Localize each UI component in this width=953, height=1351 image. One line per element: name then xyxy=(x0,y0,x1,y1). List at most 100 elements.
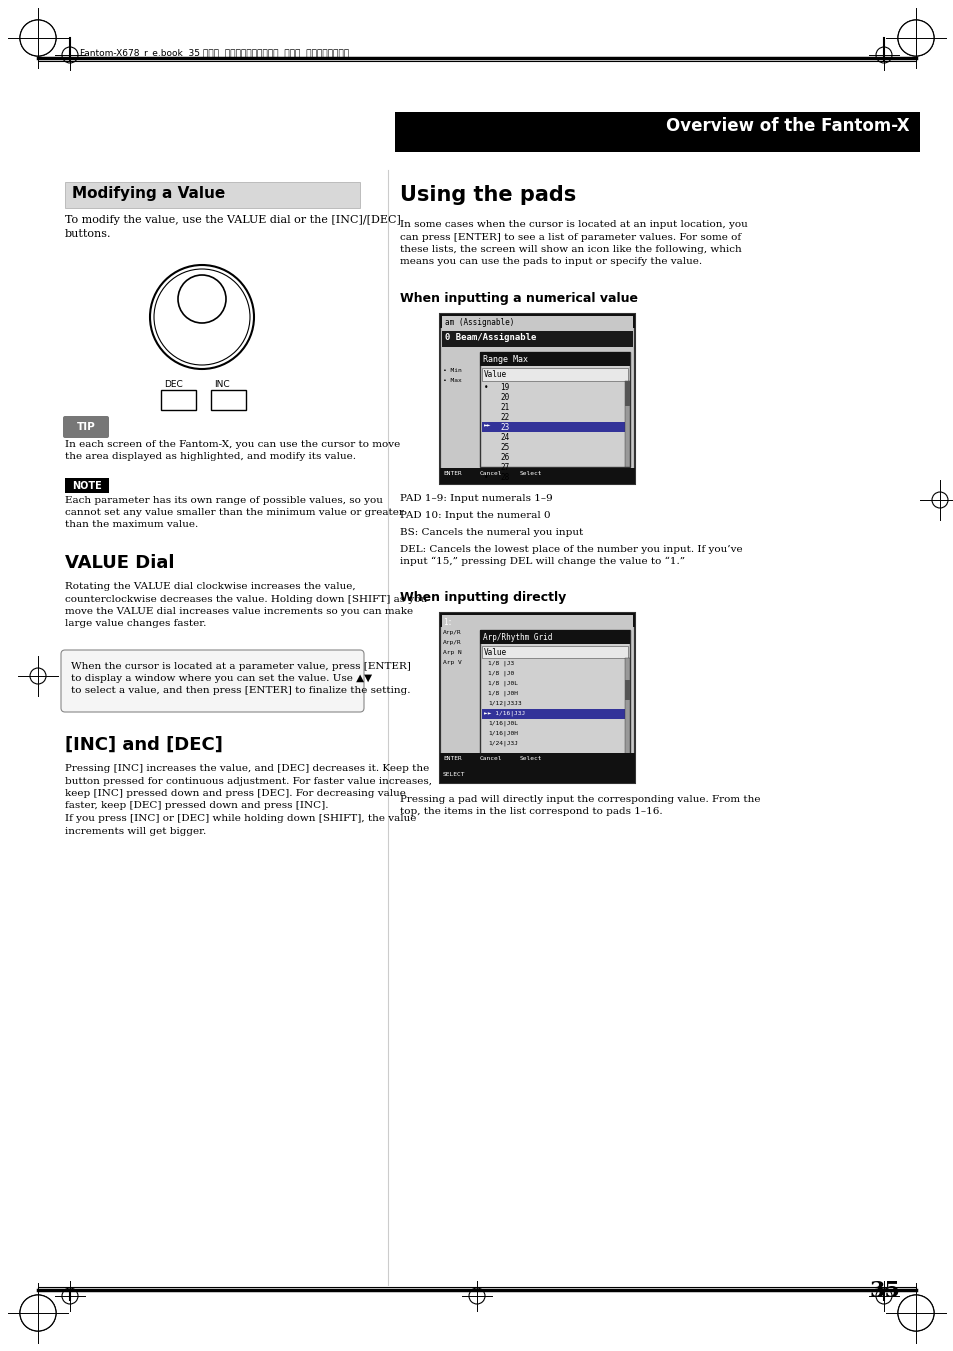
Text: 1/16|J0L: 1/16|J0L xyxy=(488,720,517,725)
Text: Select: Select xyxy=(519,757,542,761)
Bar xyxy=(395,112,919,153)
Text: •: • xyxy=(483,382,488,392)
Bar xyxy=(439,613,635,784)
FancyBboxPatch shape xyxy=(61,650,364,712)
Bar xyxy=(481,646,627,658)
Bar xyxy=(624,381,629,407)
Text: 27: 27 xyxy=(499,463,509,471)
Text: When inputting a numerical value: When inputting a numerical value xyxy=(399,292,638,305)
Circle shape xyxy=(30,667,46,684)
Text: Arp/R: Arp/R xyxy=(442,630,461,635)
Bar xyxy=(439,753,635,769)
Text: Arp N: Arp N xyxy=(442,650,461,655)
Bar xyxy=(439,467,635,484)
Text: DEL: Cancels the lowest place of the number you input. If you’ve
input “15,” pre: DEL: Cancels the lowest place of the num… xyxy=(399,544,741,566)
Text: PAD 10: Input the numeral 0: PAD 10: Input the numeral 0 xyxy=(399,511,550,520)
Text: TIP: TIP xyxy=(76,422,95,432)
Bar xyxy=(65,478,109,493)
Text: Value: Value xyxy=(483,370,507,380)
Text: ENTER: ENTER xyxy=(442,757,461,761)
Bar xyxy=(479,630,629,765)
Bar xyxy=(481,367,627,381)
Text: 1/8 |J3: 1/8 |J3 xyxy=(488,661,514,666)
Bar xyxy=(439,313,635,484)
Text: 1/8 |J0H: 1/8 |J0H xyxy=(488,690,517,696)
Bar xyxy=(441,615,633,781)
Text: When the cursor is located at a parameter value, press [ENTER]
to display a wind: When the cursor is located at a paramete… xyxy=(71,662,411,694)
Bar xyxy=(211,390,246,409)
Bar xyxy=(439,769,635,784)
Text: •: • xyxy=(483,473,488,482)
Circle shape xyxy=(931,492,947,508)
Text: 23: 23 xyxy=(499,423,509,432)
Text: Using the pads: Using the pads xyxy=(399,185,576,205)
Circle shape xyxy=(20,20,56,55)
Bar xyxy=(624,381,629,467)
Bar xyxy=(624,658,629,765)
Text: 1/12|J3J3: 1/12|J3J3 xyxy=(488,700,521,705)
Text: ENTER: ENTER xyxy=(442,471,461,476)
Text: NOTE: NOTE xyxy=(72,481,102,490)
Bar xyxy=(439,613,635,627)
Circle shape xyxy=(897,20,933,55)
Text: 22: 22 xyxy=(499,413,509,422)
Text: BS: Cancels the numeral you input: BS: Cancels the numeral you input xyxy=(399,528,582,536)
Text: 1/8 |J0: 1/8 |J0 xyxy=(488,670,514,676)
Text: SELECT: SELECT xyxy=(442,771,465,777)
Text: 24: 24 xyxy=(499,434,509,442)
Text: Rotating the VALUE dial clockwise increases the value,
counterclockwise decrease: Rotating the VALUE dial clockwise increa… xyxy=(65,582,427,628)
Text: ►► 1/16|J3J: ►► 1/16|J3J xyxy=(483,711,525,716)
Bar xyxy=(479,353,629,467)
Bar xyxy=(624,680,629,700)
Bar xyxy=(479,630,629,644)
Text: VALUE Dial: VALUE Dial xyxy=(65,554,174,571)
Text: 28: 28 xyxy=(499,473,509,482)
Text: Arp V: Arp V xyxy=(442,661,461,665)
Text: In each screen of the Fantom-X, you can use the cursor to move
the area displaye: In each screen of the Fantom-X, you can … xyxy=(65,440,400,461)
Text: Value: Value xyxy=(483,648,507,657)
Text: 1/8 |J0L: 1/8 |J0L xyxy=(488,680,517,685)
Text: 1/16|J0H: 1/16|J0H xyxy=(488,730,517,735)
Text: Arp/R: Arp/R xyxy=(442,640,461,644)
Circle shape xyxy=(897,1296,933,1331)
Text: Cancel: Cancel xyxy=(479,757,502,761)
Text: Fantom-X678_r_e.book  35 ページ  ２００７年３月２０日  火曜日  午前１０時２０分: Fantom-X678_r_e.book 35 ページ ２００７年３月２０日 火… xyxy=(80,49,349,57)
Text: 26: 26 xyxy=(499,453,509,462)
Circle shape xyxy=(897,20,933,55)
Text: PAD 1–9: Input numerals 1–9: PAD 1–9: Input numerals 1–9 xyxy=(399,494,552,503)
Circle shape xyxy=(153,269,250,365)
Text: Range Max: Range Max xyxy=(482,355,527,363)
Bar xyxy=(65,182,359,208)
Circle shape xyxy=(20,20,56,55)
Text: DEC: DEC xyxy=(164,380,183,389)
Text: When inputting directly: When inputting directly xyxy=(399,590,566,604)
Text: Arp/Rhythm Grid: Arp/Rhythm Grid xyxy=(482,634,552,642)
Text: 1:: 1: xyxy=(442,617,452,627)
Bar xyxy=(479,353,629,366)
Text: Modifying a Value: Modifying a Value xyxy=(71,186,225,201)
FancyBboxPatch shape xyxy=(63,416,109,438)
Text: Cancel: Cancel xyxy=(479,471,502,476)
Text: Select: Select xyxy=(519,471,542,476)
Bar xyxy=(481,709,624,719)
Text: 20: 20 xyxy=(499,393,509,403)
Text: To modify the value, use the VALUE dial or the [INC]/[DEC]
buttons.: To modify the value, use the VALUE dial … xyxy=(65,215,400,239)
Text: • Min: • Min xyxy=(442,367,461,373)
Circle shape xyxy=(20,1296,56,1331)
Circle shape xyxy=(20,1296,56,1331)
Bar xyxy=(161,390,195,409)
Bar xyxy=(441,316,633,482)
Circle shape xyxy=(875,1288,891,1304)
Text: [INC] and [DEC]: [INC] and [DEC] xyxy=(65,736,223,754)
Text: 25: 25 xyxy=(499,443,509,453)
Text: In some cases when the cursor is located at an input location, you
can press [EN: In some cases when the cursor is located… xyxy=(399,220,747,266)
Text: Overview of the Fantom-X: Overview of the Fantom-X xyxy=(666,118,909,135)
Bar xyxy=(441,331,633,347)
Text: 35: 35 xyxy=(868,1279,899,1302)
Text: 21: 21 xyxy=(499,403,509,412)
Text: 1/24|J3J: 1/24|J3J xyxy=(488,740,517,746)
Text: Pressing [INC] increases the value, and [DEC] decreases it. Keep the
button pres: Pressing [INC] increases the value, and … xyxy=(65,765,432,835)
Text: ►►: ►► xyxy=(483,423,491,428)
Text: am (Assignable): am (Assignable) xyxy=(444,317,514,327)
Circle shape xyxy=(62,1288,78,1304)
